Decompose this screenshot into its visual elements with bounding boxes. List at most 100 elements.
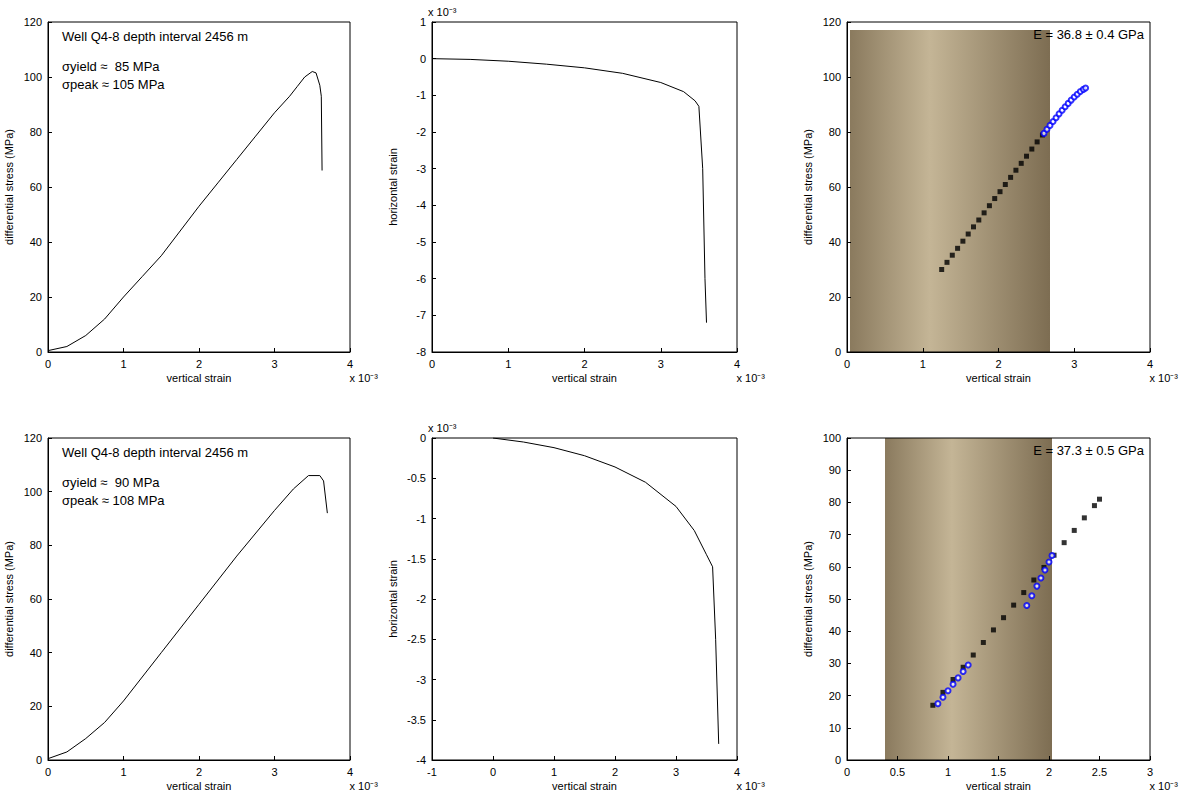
svg-text:120: 120 [24,16,42,28]
svg-text:80: 80 [30,539,42,551]
svg-text:1: 1 [945,766,951,778]
svg-text:2: 2 [1046,766,1052,778]
svg-text:10: 10 [829,722,841,734]
svg-text:0: 0 [844,766,850,778]
svg-text:0.5: 0.5 [890,766,905,778]
svg-text:3: 3 [1147,766,1153,778]
svg-text:-1: -1 [416,89,426,101]
svg-text:differential stress (MPa): differential stress (MPa) [802,129,814,245]
svg-text:4: 4 [347,358,353,370]
svg-text:20: 20 [30,291,42,303]
svg-text:1: 1 [420,16,426,28]
svg-text:differential stress (MPa): differential stress (MPa) [3,541,15,657]
svg-text:x 10⁻³: x 10⁻³ [737,372,766,384]
svg-text:50: 50 [829,593,841,605]
svg-text:differential stress (MPa): differential stress (MPa) [3,129,15,245]
svg-text:-2.5: -2.5 [407,633,426,645]
svg-text:20: 20 [829,291,841,303]
svg-text:4: 4 [347,766,353,778]
svg-text:-0.5: -0.5 [407,472,426,484]
svg-text:-2: -2 [416,593,426,605]
svg-text:60: 60 [829,561,841,573]
svg-text:-7: -7 [416,309,426,321]
svg-text:40: 40 [829,625,841,637]
svg-text:100: 100 [24,71,42,83]
svg-text:horizontal strain: horizontal strain [387,148,399,226]
svg-text:-5: -5 [416,236,426,248]
svg-text:0: 0 [45,358,51,370]
svg-text:x 10⁻³: x 10⁻³ [737,780,766,792]
svg-text:x 10⁻³: x 10⁻³ [428,422,457,434]
svg-text:σpeak ≈ 105 MPa: σpeak ≈ 105 MPa [62,77,165,92]
svg-text:3: 3 [271,766,277,778]
svg-text:4: 4 [734,766,740,778]
svg-text:Well Q4-8 depth interval 2456: Well Q4-8 depth interval 2456 m [62,29,248,44]
svg-text:60: 60 [30,181,42,193]
svg-text:-3: -3 [416,163,426,175]
svg-text:vertical strain: vertical strain [966,780,1031,792]
svg-text:x 10⁻³: x 10⁻³ [1150,780,1179,792]
svg-text:Well Q4-8 depth interval 2456: Well Q4-8 depth interval 2456 m [62,445,248,460]
svg-text:2: 2 [995,358,1001,370]
svg-text:0: 0 [420,432,426,444]
svg-text:40: 40 [829,236,841,248]
svg-text:vertical strain: vertical strain [167,372,232,384]
svg-text:0: 0 [835,346,841,358]
svg-text:1: 1 [505,358,511,370]
svg-text:1: 1 [120,766,126,778]
svg-text:1.5: 1.5 [991,766,1006,778]
svg-text:80: 80 [30,126,42,138]
svg-text:0: 0 [36,754,42,766]
svg-text:-4: -4 [416,754,426,766]
svg-text:2: 2 [612,766,618,778]
svg-text:E = 37.3 ± 0.5 GPa: E = 37.3 ± 0.5 GPa [1033,443,1145,458]
svg-text:-4: -4 [416,199,426,211]
svg-text:0: 0 [420,53,426,65]
svg-text:2: 2 [581,358,587,370]
svg-text:0: 0 [835,754,841,766]
svg-text:90: 90 [829,464,841,476]
svg-text:3: 3 [658,358,664,370]
svg-text:2: 2 [196,766,202,778]
svg-text:2: 2 [196,358,202,370]
svg-text:-3.5: -3.5 [407,714,426,726]
svg-text:60: 60 [829,181,841,193]
svg-text:40: 40 [30,236,42,248]
svg-text:-1: -1 [427,766,437,778]
svg-text:0: 0 [490,766,496,778]
svg-text:-2: -2 [416,126,426,138]
svg-text:σpeak ≈ 108 MPa: σpeak ≈ 108 MPa [62,493,165,508]
svg-text:-3: -3 [416,674,426,686]
svg-text:100: 100 [823,432,841,444]
svg-text:120: 120 [24,432,42,444]
svg-text:-1.5: -1.5 [407,553,426,565]
svg-text:vertical strain: vertical strain [552,780,617,792]
svg-text:0: 0 [844,358,850,370]
svg-text:80: 80 [829,496,841,508]
svg-text:-1: -1 [416,513,426,525]
svg-text:0: 0 [45,766,51,778]
svg-text:x 10⁻³: x 10⁻³ [350,780,379,792]
svg-text:4: 4 [734,358,740,370]
svg-text:20: 20 [30,700,42,712]
svg-text:3: 3 [271,358,277,370]
svg-text:vertical strain: vertical strain [966,372,1031,384]
svg-text:-8: -8 [416,346,426,358]
svg-text:E = 36.8 ± 0.4 GPa: E = 36.8 ± 0.4 GPa [1033,27,1145,42]
svg-text:-6: -6 [416,273,426,285]
svg-text:40: 40 [30,647,42,659]
svg-text:1: 1 [551,766,557,778]
svg-text:120: 120 [823,16,841,28]
svg-text:3: 3 [673,766,679,778]
svg-text:vertical strain: vertical strain [552,372,617,384]
svg-text:20: 20 [829,690,841,702]
svg-text:100: 100 [24,486,42,498]
svg-text:vertical strain: vertical strain [167,780,232,792]
svg-text:differential stress (MPa): differential stress (MPa) [802,541,814,657]
svg-text:σyield ≈ 85 MPa: σyield ≈ 85 MPa [62,59,160,74]
svg-text:4: 4 [1147,358,1153,370]
svg-text:horizontal strain: horizontal strain [387,560,399,638]
svg-text:3: 3 [1071,358,1077,370]
svg-text:1: 1 [920,358,926,370]
svg-text:60: 60 [30,593,42,605]
